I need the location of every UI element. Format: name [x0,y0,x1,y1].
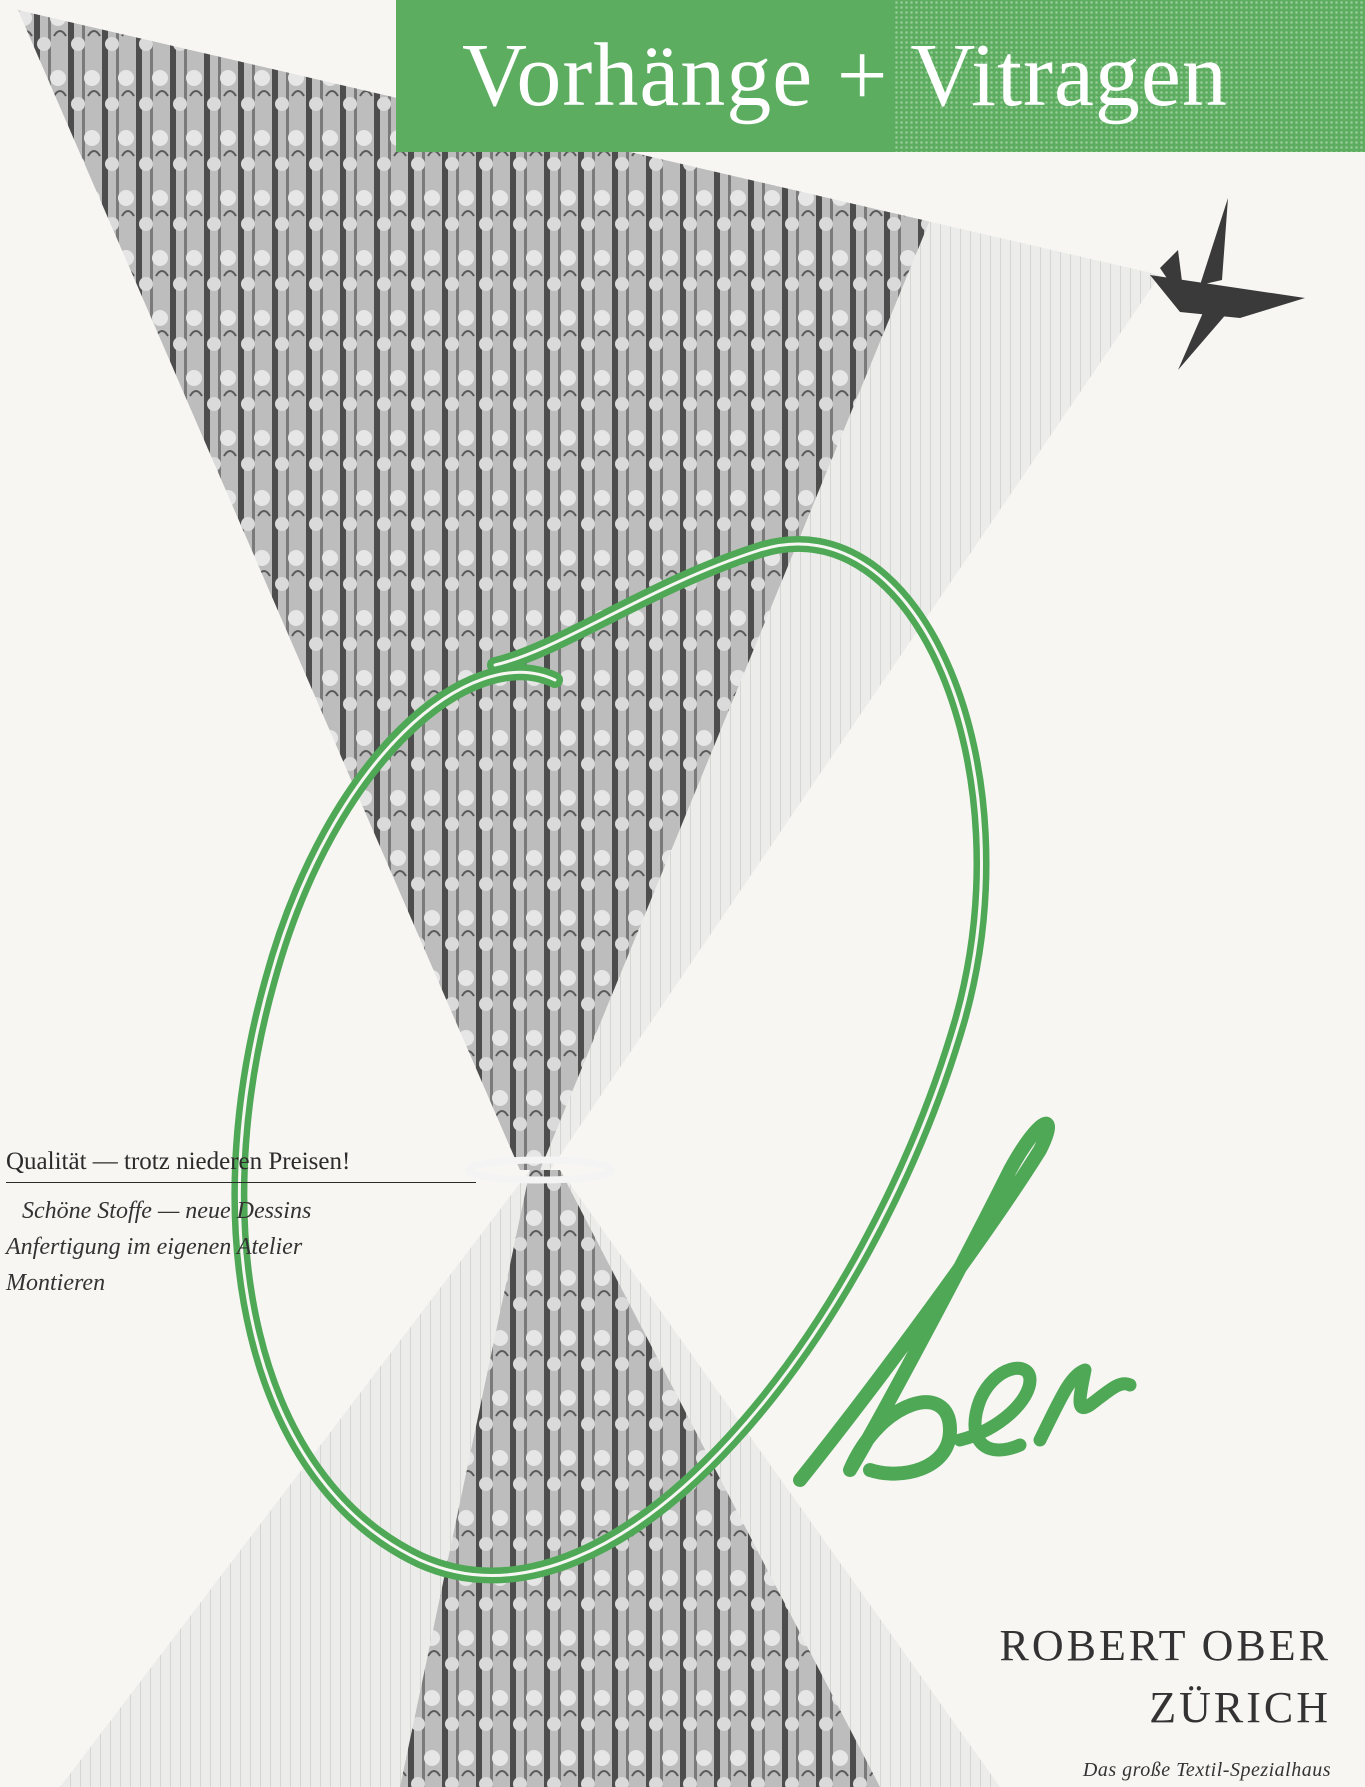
feature-item: Anfertigung im eigenen Atelier [6,1234,303,1260]
company-block: ROBERT OBER ZÜRICH Das große Textil-Spez… [1000,1615,1331,1782]
company-city: ZÜRICH [1149,1683,1331,1732]
curtain-rod-finial-icon [1150,198,1305,370]
banner-title: Vorhänge + Vitragen [462,26,1228,125]
ober-script-logo [231,536,1137,1584]
curtain-pattern-upper [18,10,930,1170]
feature-list: Schöne Stoffe — neue Dessins Anfertigung… [6,1193,476,1301]
company-subtitle: Das große Textil-Spezialhaus [1082,1759,1331,1781]
feature-item: Montieren [6,1270,106,1296]
company-name: ROBERT OBER [999,1621,1331,1670]
banner-halftone [894,0,1365,152]
tagline-block: Qualität — trotz niederen Preisen! Schön… [6,1148,476,1301]
feature-item: Schöne Stoffe — neue Dessins [22,1198,312,1224]
tagline: Qualität — trotz niederen Preisen! [6,1148,476,1183]
curtain-pattern-lower [400,1170,880,1787]
curtain-tie-band [464,1156,616,1184]
header-banner: Vorhänge + Vitragen [396,0,1365,152]
